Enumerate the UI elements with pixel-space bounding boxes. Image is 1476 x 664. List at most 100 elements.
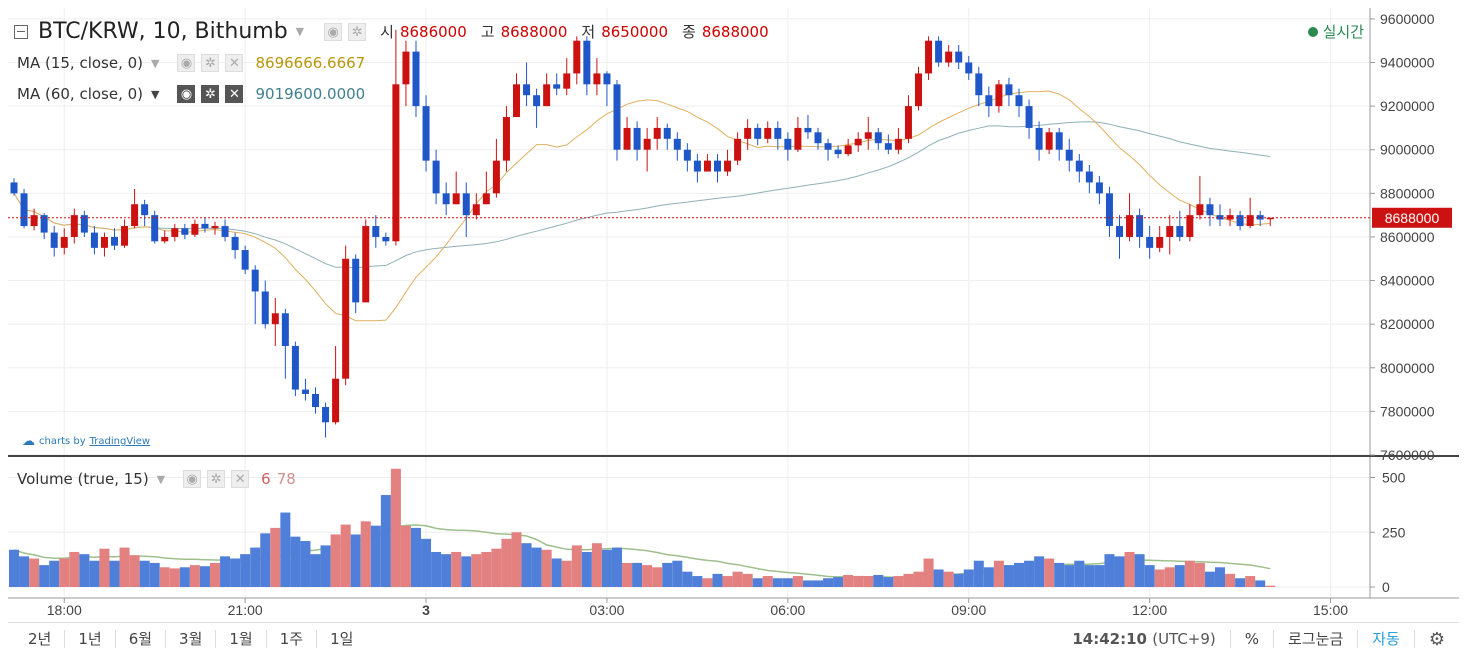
realtime-label: 실시간 <box>1322 23 1364 41</box>
close-icon[interactable]: ✕ <box>225 85 244 103</box>
eye-icon[interactable]: ◉ <box>183 470 202 488</box>
volume-bar <box>109 560 120 587</box>
gear-icon[interactable]: ✲ <box>207 470 226 488</box>
volume-bar <box>360 521 371 587</box>
candle-body <box>151 215 159 242</box>
ma15-label: MA (15, close, 0) <box>17 54 144 72</box>
price-tick-label: 9200000 <box>1380 98 1435 114</box>
volume-ma-value: 78 <box>276 470 296 488</box>
ohlc-low-value: 8650000 <box>601 22 669 41</box>
candle-body <box>543 84 551 107</box>
tradingview-logo[interactable]: ☁ charts by TradingView <box>22 434 150 449</box>
candle-body <box>241 250 249 270</box>
close-icon[interactable]: ✕ <box>231 470 250 488</box>
volume-bar <box>380 495 391 587</box>
eye-icon[interactable]: ◉ <box>324 22 343 41</box>
range-1w[interactable]: 1주 <box>267 630 318 648</box>
chevron-down-icon[interactable]: ▼ <box>156 472 166 486</box>
volume-bar <box>320 545 331 587</box>
ohlc-high-label: 고 <box>480 23 495 41</box>
candle-body <box>683 149 691 161</box>
volume-bar <box>19 556 30 587</box>
close-icon[interactable]: ✕ <box>225 54 244 72</box>
candle-body <box>613 84 621 150</box>
ma60-label: MA (60, close, 0) <box>17 85 144 103</box>
eye-icon[interactable]: ◉ <box>177 54 196 72</box>
range-2y[interactable]: 2년 <box>8 630 66 648</box>
volume-bar <box>1124 551 1135 587</box>
price-tick-label: 8000000 <box>1380 360 1435 376</box>
price-tick-label: 7600000 <box>1380 447 1435 463</box>
symbol-legend: BTC/KRW, 10, Bithumb ▼ ◉ ✲ 시 8686000 고 8… <box>14 19 769 44</box>
candle-body <box>141 204 149 216</box>
volume-bar <box>390 468 401 587</box>
clock-timezone[interactable]: (UTC+9) <box>1152 630 1216 648</box>
ohlc-open-value: 8686000 <box>399 22 467 41</box>
volume-bar <box>712 573 723 587</box>
log-scale-toggle[interactable]: 로그눈금 <box>1274 630 1359 648</box>
tv-brand[interactable]: TradingView <box>89 436 151 447</box>
last-price-marker: 8688000 <box>8 207 1452 228</box>
volume-bar <box>792 576 803 587</box>
volume-bar <box>722 576 733 587</box>
candle-body <box>442 193 450 205</box>
candle-body <box>1196 204 1204 216</box>
candle-body <box>714 160 721 172</box>
volume-bar <box>581 551 592 587</box>
candle-body <box>884 143 892 150</box>
volume-bar <box>662 562 673 587</box>
volume-bar <box>159 567 170 587</box>
volume-bar <box>1174 565 1185 587</box>
bottom-toolbar: 2년 1년 6월 3월 1월 1주 1일 14:42:10 (UTC+9) % … <box>8 622 1459 655</box>
volume-bar <box>1114 556 1125 587</box>
candle-body <box>1045 132 1053 150</box>
volume-bar <box>923 558 934 587</box>
volume-bar <box>1054 562 1065 587</box>
percent-toggle[interactable]: % <box>1231 630 1275 648</box>
candle-body <box>995 84 1003 107</box>
candle-body <box>754 127 762 139</box>
range-1y[interactable]: 1년 <box>65 630 116 648</box>
gear-icon[interactable]: ✲ <box>348 22 367 41</box>
candle-body <box>824 143 832 150</box>
candle-body <box>1116 226 1123 237</box>
eye-icon[interactable]: ◉ <box>177 85 196 103</box>
price-tick-label: 9000000 <box>1380 142 1435 158</box>
gear-icon[interactable]: ✲ <box>201 54 220 72</box>
gear-icon[interactable]: ✲ <box>201 85 220 103</box>
volume-bar <box>1014 562 1024 587</box>
range-1d[interactable]: 1일 <box>330 630 354 648</box>
price-tick-label: 8400000 <box>1380 273 1435 289</box>
volume-bar <box>310 554 321 587</box>
chevron-down-icon[interactable]: ▼ <box>151 56 160 70</box>
time-tick-label: 21:00 <box>228 602 263 618</box>
candle-body <box>432 160 440 194</box>
chevron-down-icon[interactable]: ▼ <box>151 87 160 101</box>
auto-scale-toggle[interactable]: 자동 <box>1358 630 1415 648</box>
candle-body <box>1035 127 1043 150</box>
volume-bar <box>1235 578 1246 587</box>
range-6m[interactable]: 6월 <box>116 630 167 648</box>
tv-prefix: charts by <box>39 436 86 447</box>
time-tick-label: 3 <box>422 602 430 618</box>
volume-bar <box>210 562 220 587</box>
collapse-icon[interactable] <box>14 24 28 39</box>
range-1m[interactable]: 1월 <box>216 630 267 648</box>
range-3m[interactable]: 3월 <box>166 630 217 648</box>
ohlc-high-value: 8688000 <box>500 22 568 41</box>
candle-body <box>1176 226 1184 237</box>
candle-body <box>945 51 953 63</box>
candle-body <box>402 51 410 85</box>
chevron-down-icon[interactable]: ▼ <box>295 25 305 38</box>
last-price-label: 8688000 <box>1385 210 1440 226</box>
volume-legend: Volume (true, 15) ▼ ◉ ✲ ✕ 6 78 <box>17 470 296 488</box>
volume-bar <box>250 547 261 587</box>
candle-body <box>301 389 309 394</box>
candle-body <box>794 127 802 150</box>
volume-bar <box>461 556 472 587</box>
candle-body <box>352 258 360 303</box>
volume-bar <box>551 558 562 587</box>
volume-bar <box>863 576 874 587</box>
settings-gear-icon[interactable]: ⚙ <box>1428 628 1445 650</box>
volume-bar <box>1245 576 1256 587</box>
